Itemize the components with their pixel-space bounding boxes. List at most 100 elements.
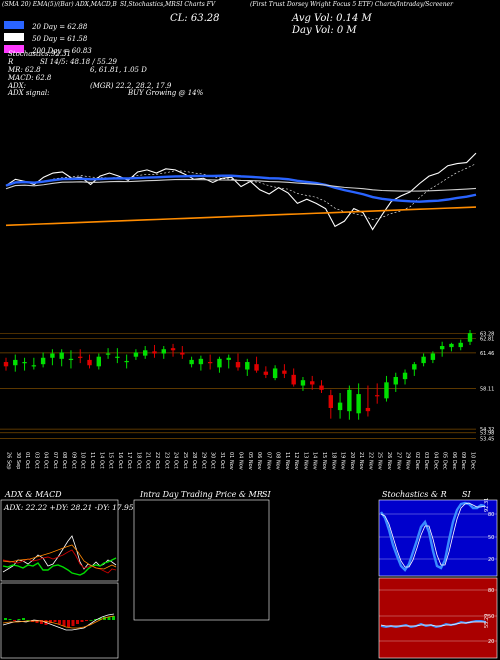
stoch-tick-20: 20	[488, 557, 494, 563]
price-tick-label: 54.32	[480, 427, 494, 433]
candle-body	[282, 370, 287, 374]
macd-bar	[85, 620, 88, 621]
header-line-1c: SI Charts FV	[176, 1, 216, 8]
sma50-line	[5, 178, 477, 192]
si-panel-frame	[378, 577, 498, 659]
date-tick-label: 16 Oct	[117, 452, 123, 469]
candle-body	[467, 333, 473, 342]
adx-readout-values: (MGR) 22.2, 28.2, 17.9	[90, 82, 172, 90]
macd-bar	[35, 620, 39, 623]
candle-body	[143, 350, 148, 356]
candle-body	[59, 352, 64, 359]
header-line-1a: (SMA 20) EMA(5)/(Bar) ADX,MACD,B	[2, 1, 117, 8]
date-tick-label: 28 Oct	[191, 452, 197, 469]
candle-body	[347, 389, 352, 412]
adx-extra-line	[2, 544, 117, 570]
day-vol-label: Day Vol: 0 M	[292, 25, 357, 36]
date-tick-label: 30 Sep	[15, 452, 21, 469]
macd-bar	[53, 620, 57, 622]
candle-body	[291, 374, 296, 385]
adx-panel-title: ADX & MACD	[5, 490, 62, 499]
legend-20day: 20 Day = 62.88	[4, 14, 87, 33]
adx-line	[2, 535, 117, 573]
macd-bar	[4, 618, 7, 620]
candle-body	[105, 353, 111, 355]
si-line	[380, 620, 487, 629]
macd-bar	[62, 620, 66, 626]
stoch-panel-title: Stochastics & R	[382, 490, 447, 499]
macd-bar	[112, 616, 115, 620]
price-tick-label: 53.45	[480, 436, 494, 442]
date-tick-label: 27 Nov	[395, 452, 401, 470]
legend-50day-swatch	[4, 32, 24, 41]
date-tick-label: 01 Oct	[24, 452, 30, 469]
date-tick-label: 11 Nov	[284, 452, 290, 470]
intraday-panel-si: SI	[262, 490, 271, 499]
adx-panel-values: ADX: 22.22 +DY: 28.21 -DY: 17.95	[3, 503, 134, 512]
macd-bar	[80, 620, 84, 622]
date-tick-label: 21 Nov	[358, 452, 364, 470]
candle-body	[337, 402, 343, 411]
candle-body	[3, 362, 9, 367]
date-tick-label: 11 Oct	[89, 452, 95, 469]
candle-body	[300, 380, 306, 386]
si-signal-line	[380, 621, 486, 627]
macd-bar	[22, 618, 25, 620]
candle-body	[356, 394, 361, 414]
macd-bar	[17, 619, 21, 620]
candle-body	[393, 376, 398, 385]
candle-body	[439, 346, 445, 350]
price-tick-label: 58.11	[480, 387, 494, 393]
ema5-line	[5, 163, 477, 221]
macd-bar	[89, 620, 93, 621]
candle-body	[384, 382, 389, 399]
date-tick-label: 17 Oct	[126, 452, 132, 469]
date-tick-label: 01 Nov	[228, 452, 234, 470]
macd-bar	[94, 619, 97, 620]
avg-vol-label: Avg Vol: 0.14 M	[292, 13, 372, 24]
plus-di-line	[2, 557, 117, 576]
candle-body	[198, 358, 204, 365]
intraday-panel-title: Intra Day Trading Price & MR	[140, 490, 263, 499]
date-tick-label: 05 Nov	[247, 452, 253, 470]
stoch-d-line	[380, 502, 486, 568]
date-tick-label: 14 Oct	[98, 452, 104, 469]
candle-body	[402, 372, 408, 380]
si-tick-80: 80	[488, 588, 494, 594]
date-tick-label: 06 Dec	[451, 452, 457, 470]
price-tick-label: 53.98	[480, 431, 494, 437]
date-tick-label: 03 Oct	[33, 452, 39, 469]
macd-bar	[103, 617, 106, 620]
date-tick-label: 02 Dec	[414, 452, 420, 470]
candle-body	[13, 359, 18, 366]
date-tick-label: 30 Oct	[210, 452, 216, 469]
sma20-line	[5, 174, 477, 203]
si-value: 55.29	[484, 614, 490, 628]
legend-20day-label: 20 Day = 62.88	[32, 23, 88, 31]
date-tick-label: 06 Nov	[256, 452, 262, 470]
date-tick-label: 08 Nov	[275, 452, 281, 470]
candle-body	[365, 407, 371, 412]
candle-body	[375, 395, 380, 397]
date-tick-label: 14 Nov	[312, 452, 318, 470]
macd-bar	[76, 620, 79, 624]
candle-body	[235, 362, 241, 368]
candle-body	[207, 362, 213, 364]
macd-bar	[26, 620, 30, 621]
macd-bar	[67, 620, 70, 627]
date-axis: 26 Sep 30 Sep 01 Oct 03 Oct 04 Oct 07 Oct 08 O…	[6, 452, 476, 470]
date-tick-label: 05 Dec	[442, 452, 448, 470]
date-tick-label: 03 Dec	[423, 452, 429, 470]
macd-bar	[107, 617, 111, 620]
adx-signal-label: ADX signal:	[8, 89, 50, 97]
date-tick-label: 09 Dec	[460, 452, 466, 470]
stoch-value: 92.31	[484, 498, 490, 512]
legend-200day-swatch	[4, 44, 24, 53]
si-tick-20: 20	[488, 639, 494, 645]
date-tick-label: 09 Oct	[70, 452, 76, 469]
adx-readout-label: ADX:	[8, 82, 27, 90]
date-tick-label: 31 Oct	[219, 452, 225, 469]
candle-body	[310, 381, 315, 385]
candle-body	[430, 353, 436, 360]
